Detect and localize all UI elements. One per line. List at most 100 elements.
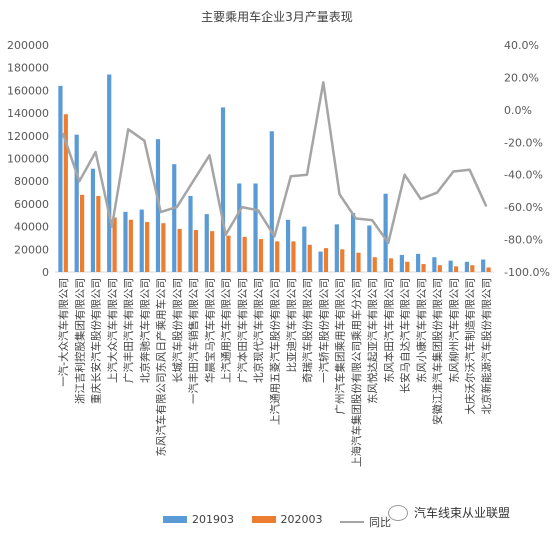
y2-tick-label: -60.0%: [504, 201, 543, 214]
bar-202003: [372, 257, 377, 272]
bar-202003: [275, 241, 280, 272]
x-tick-label: 东风悦达起亚汽车有限公司: [366, 278, 379, 404]
bar-202003: [63, 114, 68, 272]
bar-201903: [318, 251, 323, 272]
watermark: 汽车线束从业联盟: [388, 504, 510, 521]
legend-label-202003: 202003: [280, 513, 323, 526]
x-tick-label: 广汽丰田汽车有限公司: [122, 278, 135, 383]
bar-202003: [470, 265, 475, 272]
y-tick-label: 120000: [7, 130, 49, 143]
y2-tick-label: 0.0%: [504, 104, 532, 117]
bar-202003: [340, 249, 345, 272]
bar-201903: [481, 259, 486, 272]
bar-201903: [123, 211, 128, 272]
x-tick-label: 长城汽车股份有限公司: [171, 278, 184, 383]
bar-201903: [367, 225, 372, 272]
legend-item-202003: 202003: [251, 513, 323, 526]
chart-legend: 201903 202003 同比: [0, 513, 554, 530]
x-tick-label: 东风汽车有限公司东风日产乘用车公司: [155, 278, 168, 457]
bar-201903: [350, 212, 356, 272]
legend-label-yoy: 同比: [369, 516, 391, 529]
bar-201903: [432, 257, 437, 272]
x-tick-label: 一汽丰田汽车销售有限公司: [187, 278, 200, 404]
bar-201903: [107, 74, 112, 272]
x-tick-label: 上汽通用汽车有限公司: [220, 278, 233, 383]
bar-202003: [323, 248, 329, 272]
bar-202003: [242, 236, 247, 272]
bar-202003: [112, 217, 117, 272]
y-tick-label: 0: [42, 266, 49, 279]
bar-202003: [193, 230, 199, 272]
bar-201903: [220, 107, 226, 272]
bar-201903: [448, 260, 453, 272]
y-tick-label: 60000: [14, 198, 49, 211]
x-tick-label: 北京新能源汽车股份有限公司: [480, 278, 493, 415]
y-tick-label: 180000: [7, 62, 49, 75]
x-tick-label: 北京奔驰汽车有限公司: [138, 278, 151, 383]
y2-tick-label: -20.0%: [504, 136, 543, 149]
y-tick-label: 140000: [7, 107, 49, 120]
legend-swatch-201903: [163, 516, 187, 523]
bar-202003: [258, 239, 264, 272]
bar-201903: [237, 183, 242, 272]
bar-201903: [302, 226, 307, 272]
bar-202003: [226, 235, 231, 272]
legend-swatch-202003: [251, 516, 276, 523]
bar-201903: [416, 253, 421, 272]
bar-201903: [334, 224, 339, 272]
bar-202003: [421, 264, 426, 272]
x-tick-label: 上汽通用五菱汽车股份有限公司: [269, 278, 282, 425]
x-tick-label: 长安马自达汽车有限公司: [399, 278, 412, 394]
bar-202003: [291, 241, 296, 272]
x-tick-label: 华晨宝马汽车有限公司: [203, 278, 216, 383]
legend-label-201903: 201903: [192, 513, 234, 526]
x-tick-label: 安徽江淮汽车集团股份有限公司: [431, 278, 444, 425]
legend-item-yoy: 同比: [340, 514, 391, 530]
watermark-text: 汽车线束从业联盟: [414, 506, 511, 520]
bar-202003: [210, 231, 215, 272]
y-tick-label: 160000: [7, 84, 49, 97]
bar-201903: [399, 254, 404, 272]
bar-201903: [285, 219, 291, 272]
bar-202003: [96, 195, 101, 272]
x-tick-label: 一汽轿车股份有限公司: [317, 278, 330, 383]
legend-line-yoy: [340, 521, 364, 523]
bar-202003: [128, 219, 133, 272]
x-tick-label: 重庆长安汽车股份有限公司: [90, 278, 103, 404]
y2-tick-label: 40.0%: [504, 39, 539, 52]
bar-201903: [253, 183, 258, 272]
bar-201903: [269, 131, 274, 272]
x-tick-label: 东风柳州汽车有限公司: [447, 278, 460, 383]
x-tick-label: 广州汽车集团乘用车有限公司: [334, 278, 347, 415]
chart-title: 主要乘用车企业3月产量表现: [201, 10, 353, 24]
bar-202003: [437, 265, 442, 272]
bar-201903: [58, 85, 63, 272]
y-tick-label: 100000: [7, 153, 49, 166]
y2-tick-label: -80.0%: [504, 234, 543, 247]
bar-202003: [405, 261, 410, 272]
bar-202003: [161, 223, 166, 272]
bar-201903: [383, 193, 388, 272]
x-tick-label: 东风小康汽车有限公司: [415, 278, 428, 383]
bar-202003: [453, 266, 459, 272]
bar-202003: [79, 194, 85, 272]
x-tick-label: 北京现代汽车有限公司: [252, 278, 265, 383]
y2-tick-label: 20.0%: [504, 71, 539, 84]
bar-201903: [139, 209, 144, 272]
y2-tick-label: -100.0%: [504, 266, 550, 279]
bar-202003: [177, 228, 182, 272]
bar-202003: [356, 252, 361, 272]
bar-201903: [204, 214, 209, 272]
x-tick-label: 大庆沃尔沃汽车制造有限公司: [464, 278, 477, 415]
x-tick-label: 东风本田汽车有限公司: [382, 278, 395, 383]
y-tick-label: 80000: [14, 175, 49, 188]
x-tick-label: 上汽大众汽车有限公司: [106, 278, 119, 383]
x-tick-label: 一汽-大众汽车有限公司: [57, 278, 70, 387]
y-tick-label: 40000: [14, 221, 49, 234]
bar-201903: [464, 261, 470, 272]
bar-202003: [388, 258, 394, 272]
x-tick-label: 广汽本田汽车有限公司: [236, 278, 249, 383]
wechat-icon: [388, 504, 408, 521]
bar-202003: [145, 222, 150, 272]
